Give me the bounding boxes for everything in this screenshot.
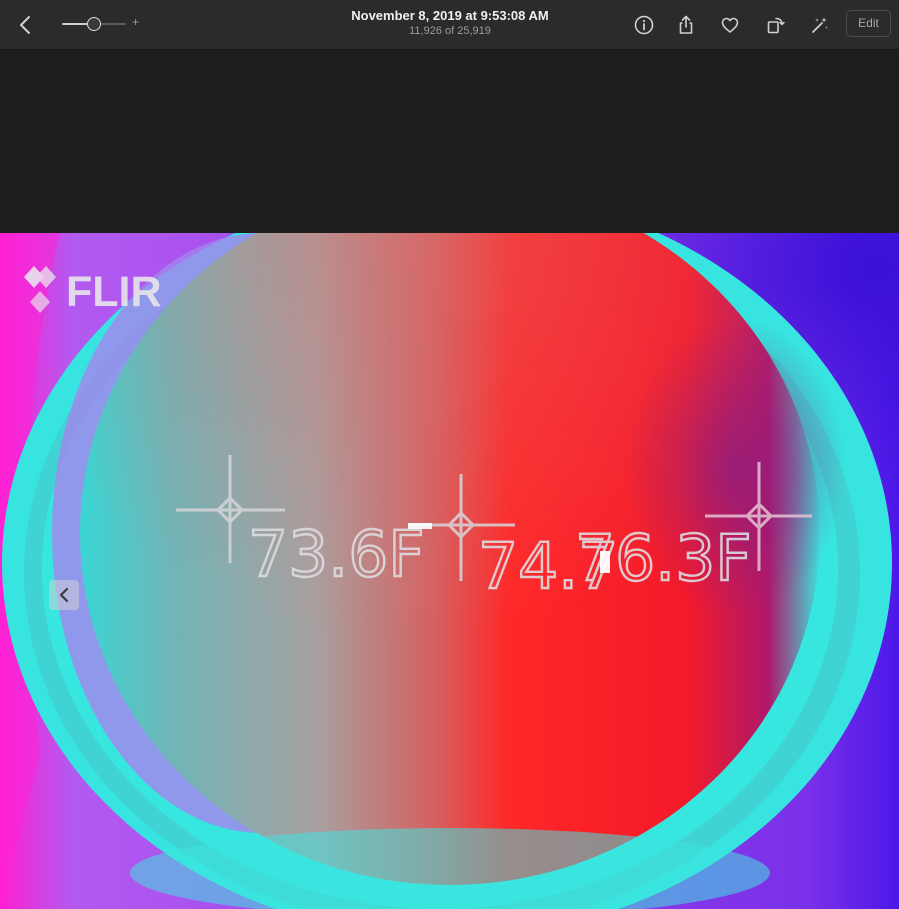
auto-enhance-button[interactable] bbox=[805, 11, 833, 39]
temperature-readout-1: 73.6F bbox=[248, 518, 425, 591]
share-button[interactable] bbox=[672, 11, 700, 39]
chevron-left-icon bbox=[20, 16, 30, 34]
crosshair-3 bbox=[705, 462, 812, 571]
thermal-image-canvas: FLIR 73.6F 74.7 76.3F bbox=[0, 233, 899, 909]
back-button[interactable] bbox=[12, 11, 40, 39]
thermal-photo[interactable]: FLIR 73.6F 74.7 76.3F bbox=[0, 233, 899, 909]
favorite-button[interactable] bbox=[716, 11, 744, 39]
zoom-plus-label: + bbox=[132, 15, 140, 29]
photo-position-count: 11,926 of 25,919 bbox=[409, 25, 491, 37]
photo-title-block: November 8, 2019 at 9:53:08 AM 11,926 of… bbox=[300, 7, 600, 39]
flir-logo: FLIR bbox=[24, 266, 162, 316]
heart-icon bbox=[721, 17, 739, 33]
flir-logo-text: FLIR bbox=[66, 268, 162, 316]
magic-wand-icon bbox=[812, 17, 828, 33]
zoom-fill bbox=[62, 23, 94, 25]
chevron-left-icon bbox=[59, 587, 69, 603]
photo-toolbar: + November 8, 2019 at 9:53:08 AM 11,926 … bbox=[0, 0, 899, 50]
rotate-button[interactable] bbox=[761, 11, 789, 39]
rotate-icon bbox=[767, 17, 785, 34]
edit-button[interactable]: Edit bbox=[846, 10, 891, 37]
zoom-slider[interactable]: + bbox=[62, 14, 146, 34]
photo-viewer: FLIR 73.6F 74.7 76.3F bbox=[0, 51, 899, 909]
zoom-knob[interactable] bbox=[87, 17, 101, 31]
share-icon bbox=[679, 15, 693, 34]
crosshair-1 bbox=[176, 455, 285, 563]
previous-photo-button[interactable] bbox=[49, 580, 79, 610]
photo-date-title: November 8, 2019 at 9:53:08 AM bbox=[351, 8, 549, 23]
temperature-readout-2: 74.7 bbox=[478, 530, 618, 603]
info-icon bbox=[634, 15, 654, 35]
info-button[interactable] bbox=[630, 11, 658, 39]
